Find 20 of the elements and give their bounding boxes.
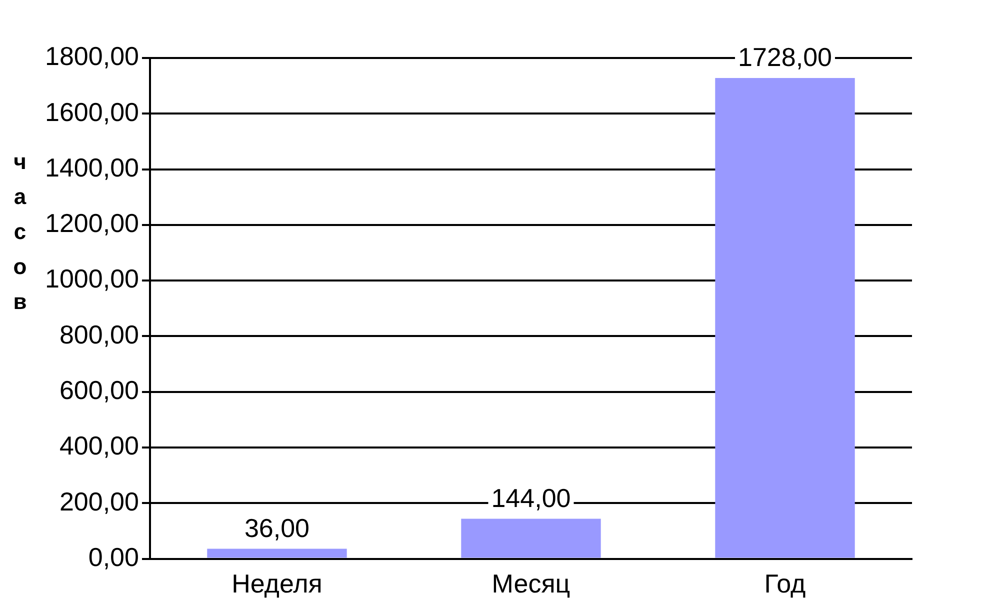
bar bbox=[715, 78, 855, 558]
y-tick-label: 400,00 bbox=[59, 430, 139, 461]
y-tick-label: 800,00 bbox=[59, 319, 139, 350]
x-tick-label: Неделя bbox=[232, 568, 322, 599]
y-tick-label: 1400,00 bbox=[45, 152, 139, 182]
y-tick-label: 1600,00 bbox=[45, 96, 139, 127]
y-tick-label: 600,00 bbox=[59, 375, 139, 406]
x-tick-label: Год bbox=[764, 568, 806, 599]
bar bbox=[207, 548, 347, 558]
y-axis-title: часов bbox=[12, 148, 28, 316]
data-label: 36,00 bbox=[244, 512, 310, 543]
y-tick-label: 0,00 bbox=[88, 542, 139, 572]
y-tick-label: 1000,00 bbox=[45, 264, 139, 294]
y-tick-label: 200,00 bbox=[59, 486, 139, 516]
data-label: 144,00 bbox=[491, 482, 571, 513]
y-tick-label: 1200,00 bbox=[45, 208, 139, 238]
y-tick-label: 1800,00 bbox=[45, 41, 139, 72]
bar bbox=[461, 518, 601, 558]
data-label: 1728,00 bbox=[738, 42, 832, 72]
x-tick-label: Месяц bbox=[492, 568, 570, 599]
